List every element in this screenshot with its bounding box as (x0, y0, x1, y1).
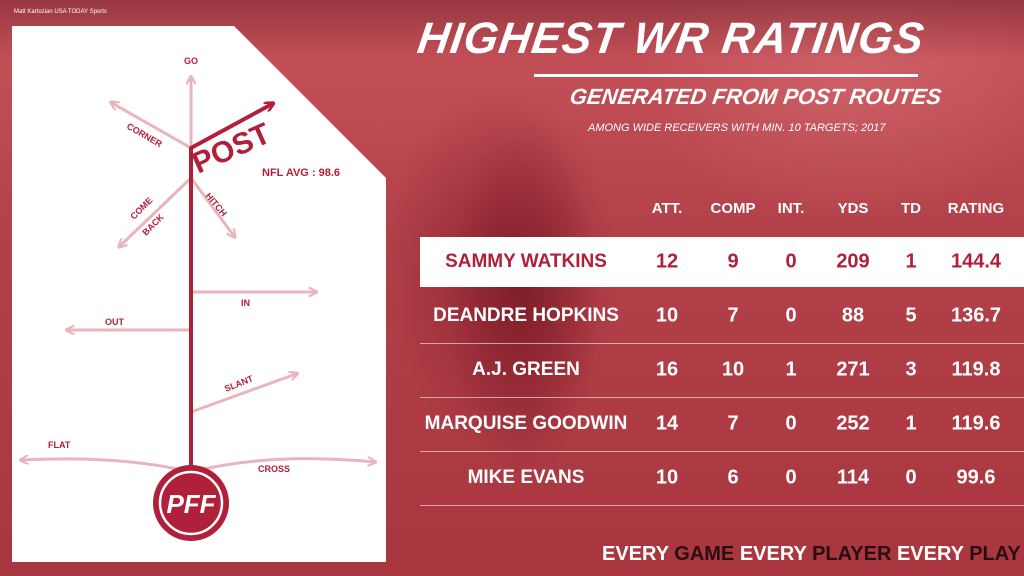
stat-int: 0 (785, 304, 797, 327)
stat-int: 1 (785, 358, 797, 381)
stat-td: 0 (905, 466, 917, 489)
tagline-word: EVERY (896, 543, 964, 565)
player-name: A.J. GREEN (472, 359, 580, 380)
flat-route (22, 459, 193, 474)
stat-td: 5 (905, 304, 917, 327)
comeback-route (120, 176, 193, 246)
pff-logo: PFF (153, 465, 229, 541)
player-name: SAMMY WATKINS (445, 251, 607, 272)
route-label-out: OUT (105, 317, 125, 327)
nfl-average: NFL AVG : 98.6 (262, 167, 340, 179)
route-label-go: GO (184, 56, 198, 66)
stat-comp: 9 (727, 250, 739, 273)
route-label-cross: CROSS (258, 464, 290, 474)
stat-comp: 7 (727, 412, 739, 435)
panel-background (12, 26, 386, 562)
header-comp: COMP (710, 200, 756, 217)
row-divider (420, 397, 1024, 398)
hitch-route (189, 176, 234, 236)
stat-yds: 114 (836, 466, 870, 489)
tagline-word: EVERY (739, 543, 807, 565)
tagline-word: PLAYER (812, 543, 892, 565)
row-divider (420, 505, 1024, 506)
stat-comp: 6 (727, 466, 739, 489)
stat-yds: 209 (836, 250, 870, 273)
tagline-word: GAME (674, 543, 735, 565)
stat-td: 1 (905, 250, 917, 273)
route-label-in: IN (241, 298, 250, 308)
stat-int: 0 (785, 466, 797, 489)
stat-rating: 119.6 (951, 412, 1001, 435)
player-name: DEANDRE HOPKINS (433, 305, 619, 326)
route-label-flat: FLAT (48, 440, 71, 450)
header-int: INT. (777, 200, 805, 217)
stat-att: 12 (655, 250, 679, 273)
header-yds: YDS (837, 200, 869, 217)
stat-att: 14 (655, 412, 679, 435)
row-divider (420, 343, 1024, 344)
stat-att: 10 (655, 304, 679, 327)
page-title: HIGHEST WR RATINGS (414, 14, 928, 63)
stat-comp: 10 (721, 358, 745, 381)
qualifier-note: AMONG WIDE RECEIVERS WITH MIN. 10 TARGET… (588, 122, 886, 134)
table-row: MARQUISE GOODWIN 14 7 0 252 1 119.6 (420, 399, 1024, 449)
stat-yds: 88 (841, 304, 865, 327)
corner-route (112, 103, 193, 150)
header-att: ATT. (651, 200, 683, 217)
stat-yds: 252 (836, 412, 870, 435)
pff-logo-text: PFF (166, 489, 216, 519)
stat-yds: 271 (836, 358, 870, 381)
pff-tagline: EVERY GAME EVERY PLAYER EVERY PLAY (602, 543, 1021, 566)
title-divider (534, 74, 918, 77)
table-row: DEANDRE HOPKINS 10 7 0 88 5 136.7 (420, 291, 1024, 341)
stat-td: 1 (905, 412, 917, 435)
table-row: SAMMY WATKINS 12 9 0 209 1 144.4 (420, 237, 1024, 287)
header-rating: RATING (947, 200, 1005, 217)
player-silhouette (420, 30, 630, 570)
row-divider (420, 451, 1024, 452)
header-td: TD (901, 200, 921, 217)
stat-td: 3 (905, 358, 917, 381)
stat-rating: 119.8 (951, 358, 1001, 381)
slant-route (189, 374, 296, 414)
post-route (189, 104, 272, 150)
stat-rating: 144.4 (950, 250, 1002, 273)
tagline-word: EVERY (602, 543, 669, 565)
cross-route (189, 459, 374, 474)
photo-credit: Matt Kartozian USA TODAY Sports (14, 9, 107, 15)
tagline-word: PLAY (969, 543, 1021, 565)
stat-att: 16 (655, 358, 679, 381)
page-subtitle: GENERATED FROM POST ROUTES (568, 84, 943, 109)
player-name: MIKE EVANS (467, 467, 585, 488)
stat-att: 10 (655, 466, 679, 489)
stat-rating: 136.7 (950, 304, 1002, 327)
table-row: A.J. GREEN 16 10 1 271 3 119.8 (420, 345, 1024, 395)
stat-comp: 7 (727, 304, 739, 327)
player-name: MARQUISE GOODWIN (424, 413, 628, 434)
stat-rating: 99.6 (956, 466, 996, 489)
stat-int: 0 (785, 250, 797, 273)
table-row: MIKE EVANS 10 6 0 114 0 99.6 (420, 453, 1024, 503)
stat-int: 0 (785, 412, 797, 435)
